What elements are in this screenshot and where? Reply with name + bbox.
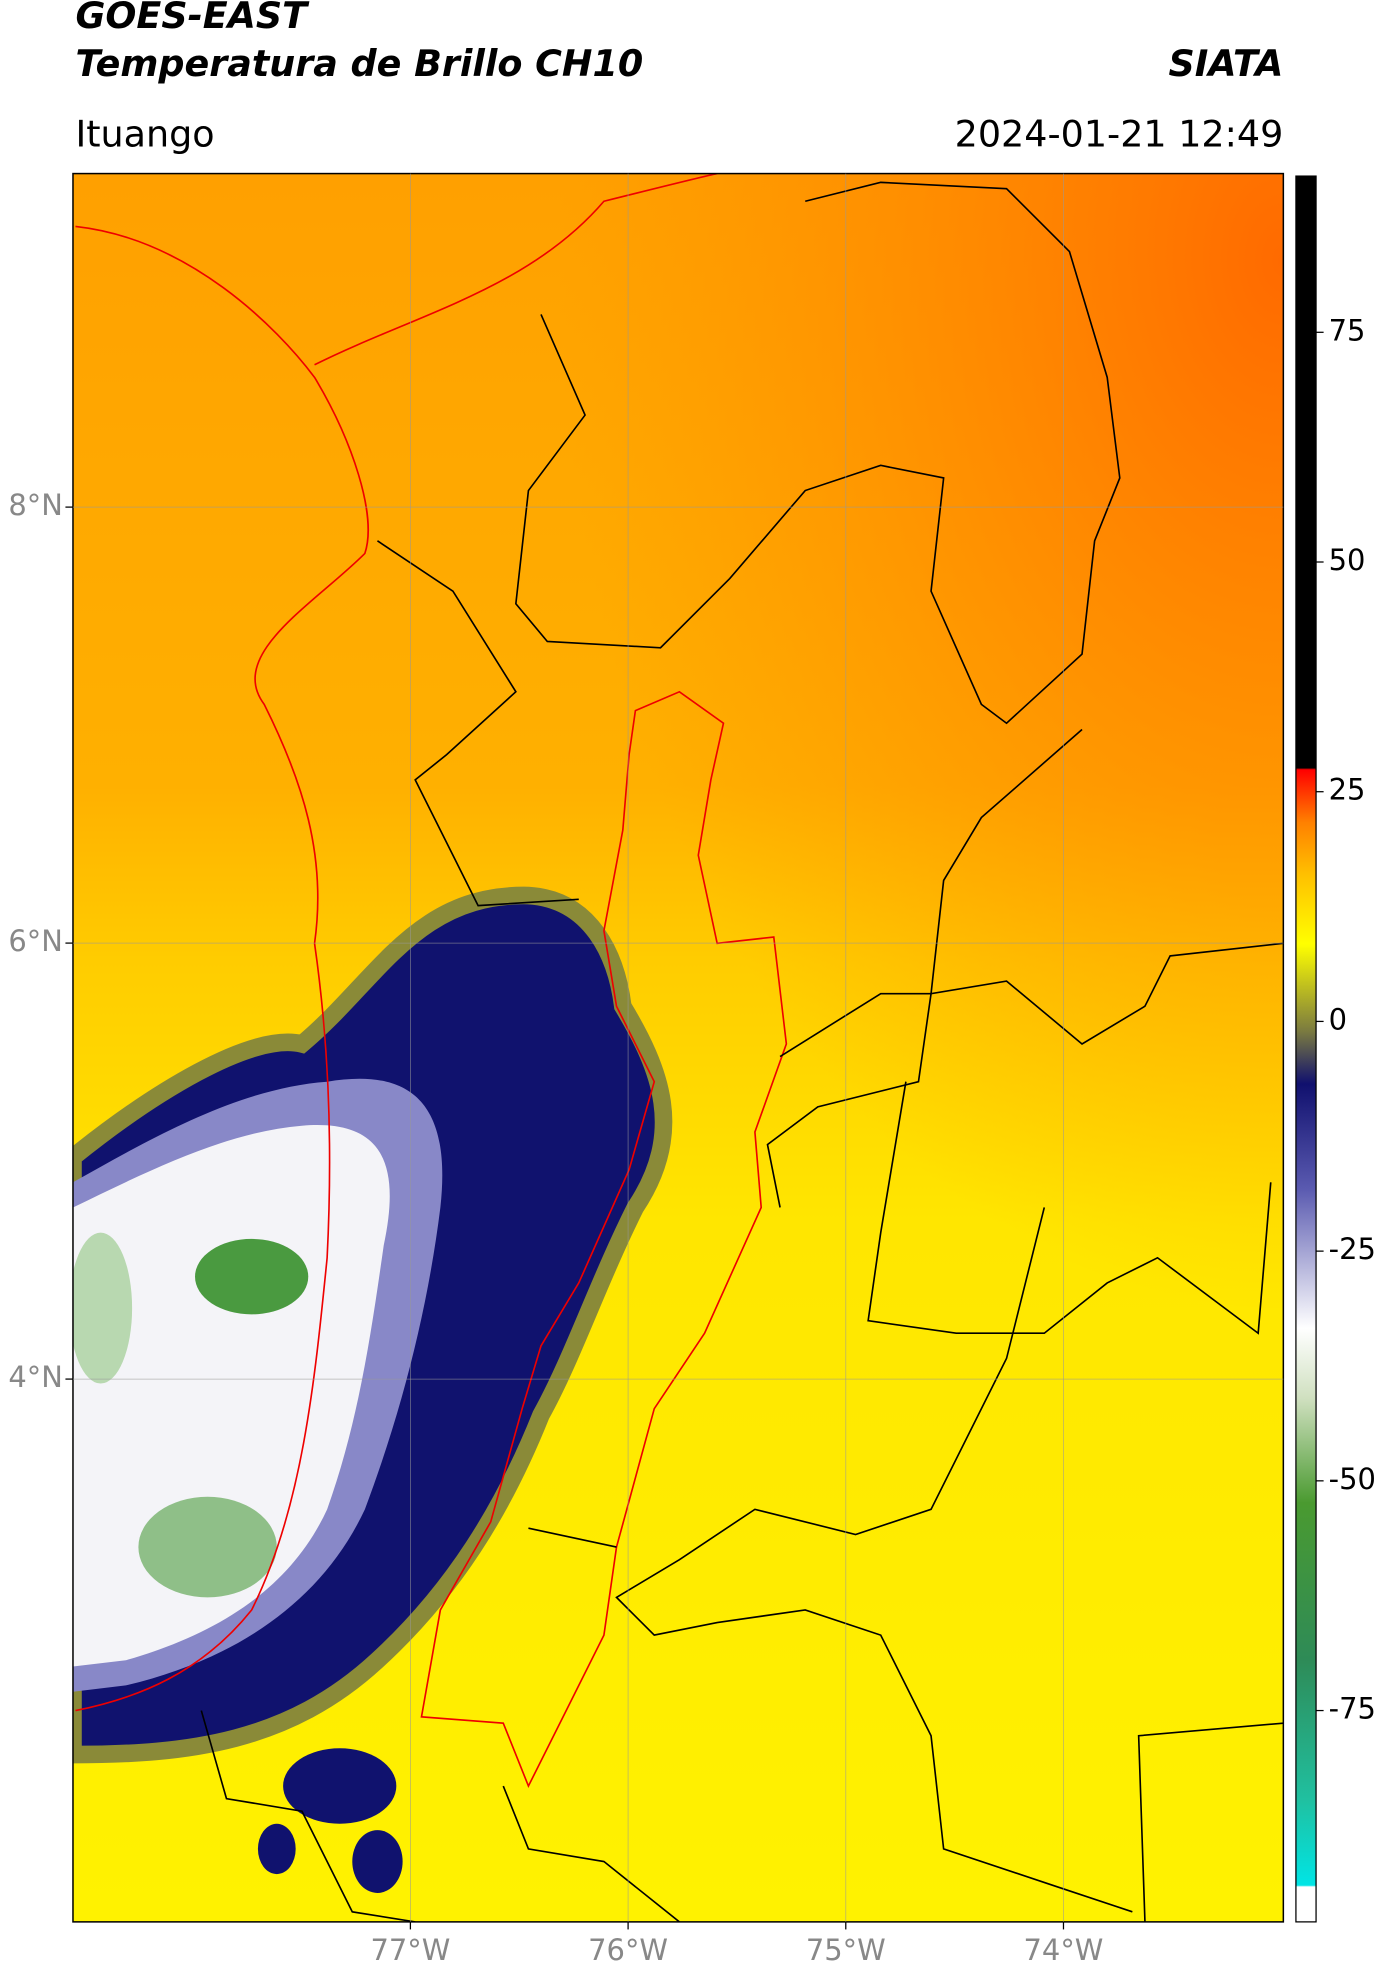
x-tick-label: 74°W	[1024, 1933, 1104, 1967]
colorbar-tick-label: 75	[1329, 313, 1366, 347]
x-tick-label: 76°W	[588, 1933, 668, 1967]
datetime: 2024-01-21 12:49	[955, 112, 1284, 155]
colorbar-tick-label: 50	[1329, 543, 1366, 577]
colorbar-tick-label: -75	[1329, 1692, 1376, 1726]
map-frame	[72, 172, 1285, 1923]
map	[72, 173, 1284, 1922]
colorbar-tick-label: 0	[1329, 1002, 1347, 1036]
colorbar	[1295, 175, 1317, 1923]
colorbar-tick-label: -50	[1329, 1462, 1376, 1496]
title: GOES-EAST	[75, 0, 310, 37]
colorbar-tick-label: -25	[1329, 1232, 1376, 1266]
x-tick-label: 75°W	[806, 1933, 886, 1967]
subtitle: Temperatura de Brillo CH10	[75, 42, 643, 85]
agency: SIATA	[1168, 42, 1283, 85]
y-tick-label: 8°N	[8, 488, 63, 522]
x-tick-label: 77°W	[370, 1933, 450, 1967]
y-tick-label: 4°N	[8, 1360, 63, 1394]
location: Ituango	[75, 112, 214, 155]
y-tick-label: 6°N	[8, 924, 63, 958]
colorbar-tick-label: 25	[1329, 773, 1366, 807]
